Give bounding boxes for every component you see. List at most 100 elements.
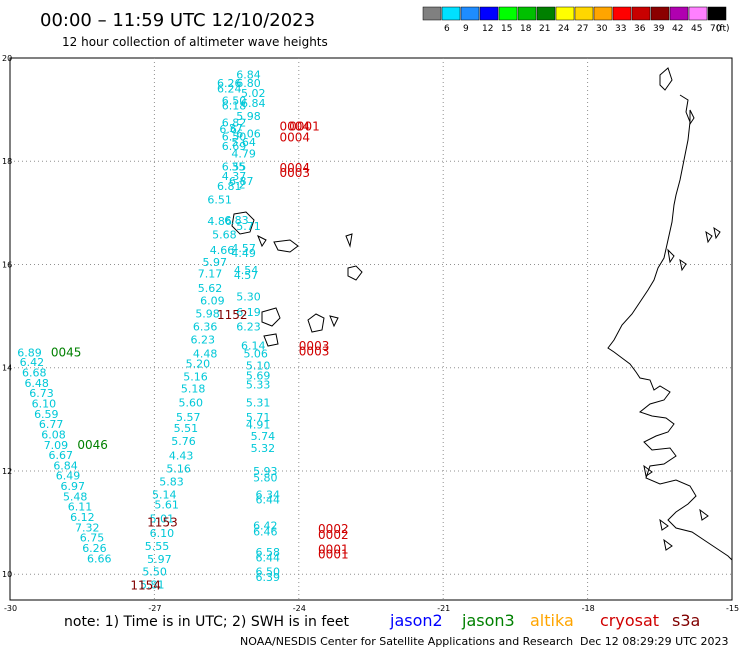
legend-swatch bbox=[460, 6, 480, 21]
footer-timestamp: Dec 12 08:29:29 UTC 2023 bbox=[580, 635, 728, 648]
wave-height-label: 5.62 bbox=[198, 282, 223, 295]
wave-height-label: 6.84 bbox=[53, 459, 78, 472]
wave-height-label: 4.66 bbox=[210, 244, 235, 257]
wave-height-label: 6.50 bbox=[255, 566, 279, 579]
wave-height-label: 5.50 bbox=[142, 566, 167, 579]
legend-swatch bbox=[441, 6, 461, 21]
legend-swatch bbox=[517, 6, 537, 21]
wave-height-label: 6.46 bbox=[253, 525, 278, 538]
wave-height-label: 6.08 bbox=[41, 428, 66, 441]
legend-swatch-label: 15 bbox=[501, 24, 512, 34]
wave-height-label: 37 bbox=[229, 122, 243, 135]
axis-tick-labels: -30 -27 -24 -21 -18 -15 20 18 16 14 12 10 bbox=[2, 54, 739, 613]
legend-swatch-label: 70 bbox=[710, 24, 722, 34]
wave-height-label: 5.71 bbox=[236, 220, 261, 233]
wave-height-label: 6.23 bbox=[191, 333, 216, 346]
wave-height-label: 6.36 bbox=[193, 321, 218, 334]
wave-height-label: 4.57 bbox=[234, 269, 259, 282]
lon-tick-label: -15 bbox=[726, 604, 739, 613]
lat-tick-label: 12 bbox=[2, 467, 12, 476]
legend-swatch bbox=[536, 6, 556, 21]
wave-height-label: 6.97 bbox=[61, 480, 86, 493]
lat-tick-label: 16 bbox=[2, 260, 12, 269]
legend-swatch-label: 39 bbox=[653, 24, 665, 34]
coastline bbox=[607, 67, 733, 561]
wave-height-label: 6.44 bbox=[255, 551, 279, 564]
wave-height-label: 6.34 bbox=[255, 488, 279, 501]
legend-swatch-label: 12 bbox=[482, 24, 493, 34]
wave-height-label: 6.10 bbox=[150, 527, 175, 540]
wave-height-label: 5.55 bbox=[145, 540, 170, 553]
wave-height-label: 5.48 bbox=[63, 490, 88, 503]
wave-height-label: 6.73 bbox=[29, 387, 54, 400]
pass-time-label: 0003 bbox=[280, 166, 311, 180]
legend-swatch-label: 6 bbox=[444, 24, 450, 34]
wave-height-label: 7.17 bbox=[198, 267, 223, 280]
cape-verde-islands bbox=[231, 211, 363, 347]
wave-height-label: 5.18 bbox=[181, 382, 206, 395]
legend-swatch-label: 33 bbox=[615, 24, 626, 34]
wave-height-label: 4.86 bbox=[207, 215, 232, 228]
legend-swatch bbox=[422, 6, 442, 21]
wave-height-label: 6.81 bbox=[217, 180, 242, 193]
wave-height-label: 6.82 bbox=[222, 117, 247, 130]
wave-height-label: 6.12 bbox=[70, 511, 95, 524]
legend-swatch-label: 42 bbox=[672, 24, 683, 34]
legend-swatch-label: 18 bbox=[520, 24, 532, 34]
wave-height-label: 5.97 bbox=[147, 553, 172, 566]
wave-height-label: 4.54 bbox=[234, 264, 259, 277]
legend-swatch-label: 27 bbox=[577, 24, 588, 34]
legend-unit: (ft) bbox=[716, 24, 730, 34]
wave-height-label: 5.97 bbox=[203, 256, 228, 269]
wave-height-label: 5.20 bbox=[186, 358, 211, 371]
legend-swatch bbox=[479, 6, 499, 21]
wave-height-label: 5.60 bbox=[178, 396, 203, 409]
wave-height-label: 6.39 bbox=[255, 571, 279, 584]
wave-height-label: 6.10 bbox=[32, 397, 57, 410]
wave-height-label: 5.02 bbox=[241, 87, 265, 100]
lat-tick-label: 14 bbox=[2, 364, 12, 373]
legend-swatch bbox=[707, 6, 727, 21]
wave-height-label: 6.84 bbox=[241, 97, 265, 110]
legend-swatch bbox=[631, 6, 651, 21]
legend-swatch bbox=[574, 6, 594, 21]
satellite-legend-altika: altika bbox=[530, 611, 574, 630]
wave-height-label: 6.75 bbox=[80, 532, 105, 545]
legend-swatch bbox=[498, 6, 518, 21]
legend-swatch bbox=[669, 6, 689, 21]
wave-height-label: 6.42 bbox=[20, 356, 45, 369]
satellite-legend-jason2: jason2 bbox=[389, 611, 443, 630]
wave-height-label: 5.98 bbox=[236, 110, 261, 123]
pass-time-label: 0004 bbox=[280, 161, 311, 175]
wave-height-label: 2 bbox=[239, 179, 246, 192]
wave-height-label: 5.06 bbox=[243, 347, 267, 360]
pass-time-label: 0004 bbox=[280, 131, 311, 145]
footer-credit: NOAA/NESDIS Center for Satellite Applica… bbox=[240, 635, 573, 648]
wave-height-label: 5.10 bbox=[246, 359, 271, 372]
legend-swatch bbox=[555, 6, 575, 21]
wave-height-label: 6.59 bbox=[34, 408, 59, 421]
map-subtitle: 12 hour collection of altimeter wave hei… bbox=[62, 35, 328, 49]
wave-height-label: 6.67 bbox=[49, 449, 74, 462]
pass-time-label: 0046 bbox=[77, 438, 108, 452]
satellite-legend-s3a: s3a bbox=[672, 611, 700, 630]
wave-height-label: 6.19 bbox=[236, 306, 261, 319]
lon-tick-label: -30 bbox=[4, 604, 17, 613]
wave-height-label: 4.48 bbox=[193, 347, 218, 360]
wave-height-label: 5.81 bbox=[140, 579, 165, 592]
legend-swatch bbox=[593, 6, 613, 21]
wave-height-label: 7.32 bbox=[75, 521, 100, 534]
wave-height-label: 5.98 bbox=[195, 308, 220, 321]
legend-swatch bbox=[612, 6, 632, 21]
wave-height-label: 6.66 bbox=[87, 552, 112, 565]
wave-height-label: 6.69 bbox=[222, 140, 247, 153]
pass-time-label: 0001 bbox=[289, 119, 320, 133]
wave-height-label: 6.44 bbox=[255, 493, 279, 506]
wave-height-label: 6.49 bbox=[56, 470, 81, 483]
wave-height-label: 5.71 bbox=[246, 411, 271, 424]
pass-time-label: 1154 bbox=[130, 579, 161, 593]
wave-height-label: 6.80 bbox=[236, 77, 261, 90]
wave-height-label: 6.58 bbox=[255, 546, 279, 559]
wave-height-label: 6.51 bbox=[207, 194, 232, 207]
wave-height-label: 5.51 bbox=[174, 422, 199, 435]
